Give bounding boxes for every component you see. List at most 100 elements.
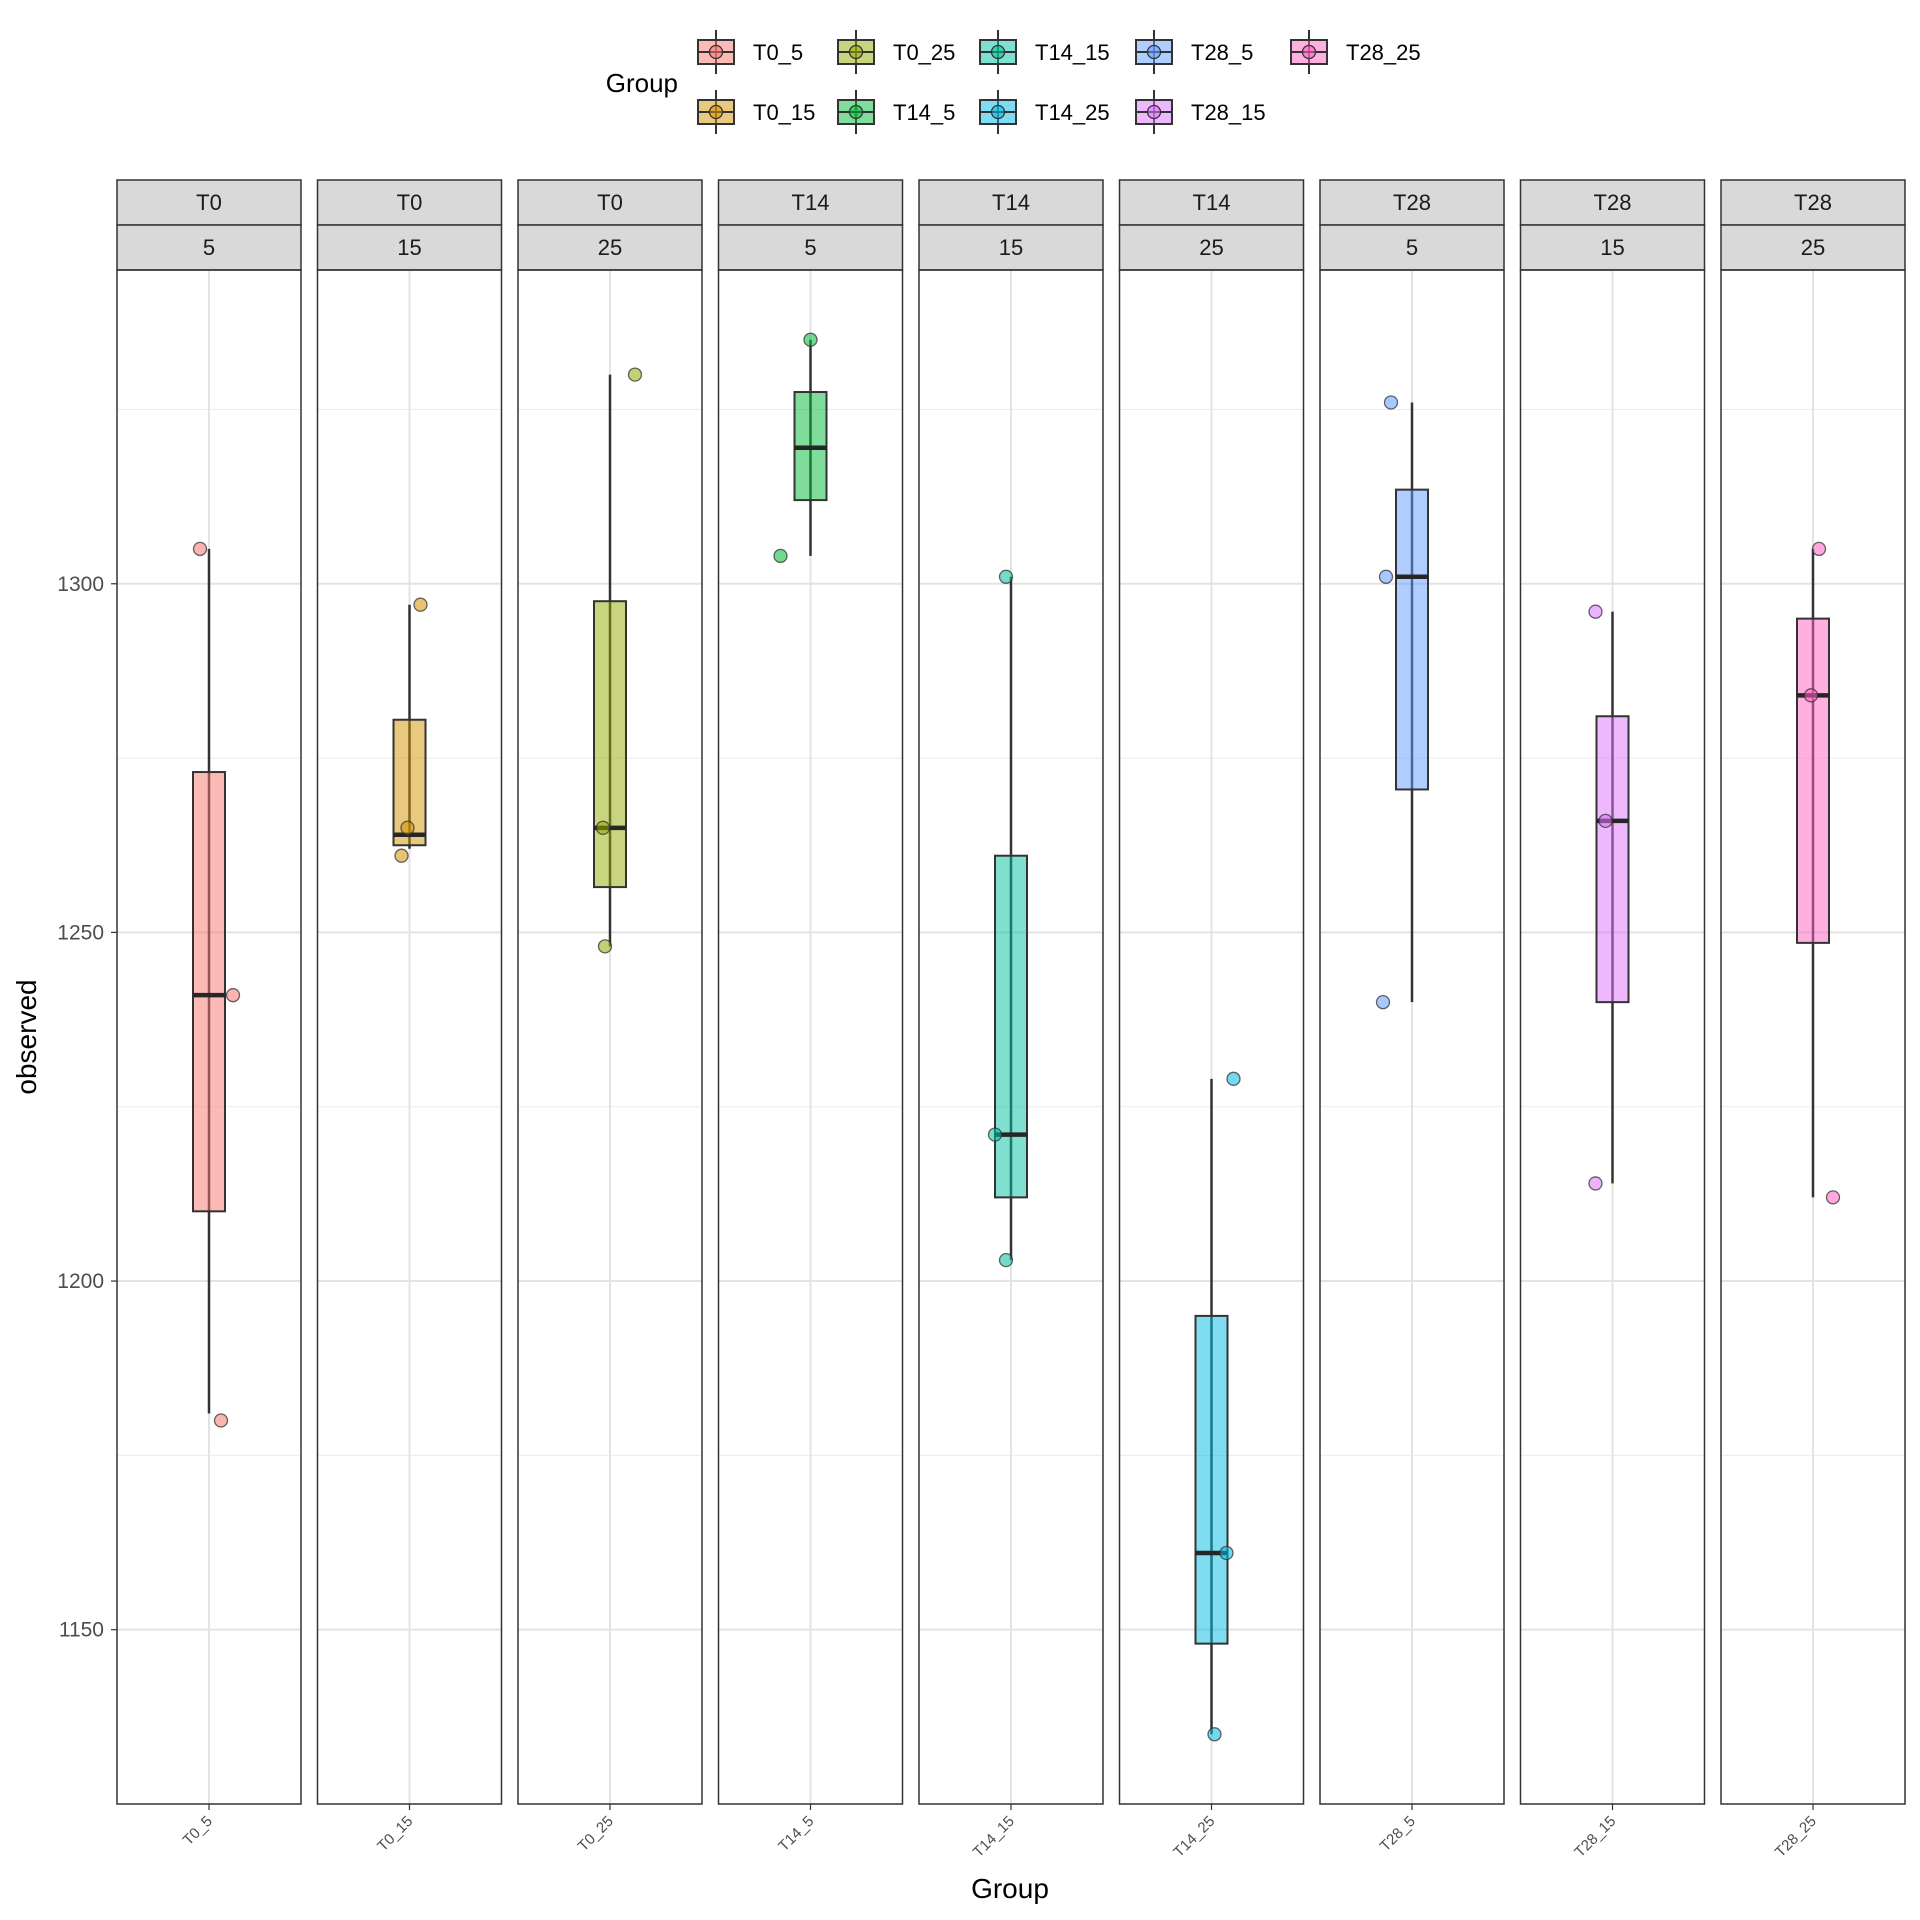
strip-bottom [116,224,302,271]
legend-item-T28_5: T28_5 [1135,30,1253,74]
legend-label: T28_5 [1191,40,1253,65]
x-tick-label: T14_15 [970,1813,1018,1861]
legend-item-T14_25: T14_25 [979,90,1110,134]
facet-panel-T28_5: T28 5 T28_5 [1319,179,1505,1855]
strip-bottom-label: 5 [804,235,816,260]
strip-top [517,179,703,226]
strip-bottom [1319,224,1505,271]
legend-item-T28_25: T28_25 [1290,30,1421,74]
strip-top-label: T28 [1794,190,1832,215]
facet-panel-T14_15: T14 15 T14_15 [918,179,1104,1861]
data-point [597,939,613,954]
x-tick-label: T14_5 [775,1813,817,1855]
data-point [1598,813,1613,828]
legend-key-point [1301,44,1317,60]
strip-bottom-label: 25 [1801,235,1825,260]
data-point [627,367,643,382]
data-point [400,820,415,835]
legend-key-point [990,104,1006,120]
x-tick-label: T28_25 [1772,1813,1820,1861]
strip-bottom-label: 25 [598,235,622,260]
legend-item-T0_15: T0_15 [697,90,815,134]
data-point [1588,604,1603,619]
legend-key-point [708,104,724,120]
box [1796,617,1830,944]
box [192,771,226,1213]
box [593,600,627,889]
strip-bottom [1720,224,1906,271]
strip-bottom-label: 25 [1199,235,1223,260]
legend-key-point [848,44,864,60]
data-point [1207,1727,1222,1742]
strip-top [717,179,904,226]
facet-panel-T0_15: T0 15 T0_15 [316,179,503,1855]
legend-key-point [708,44,724,60]
data-point [773,548,788,564]
strip-bottom [1118,224,1305,271]
legend-key-point [1146,104,1162,120]
strip-top [1319,179,1505,226]
legend-item-T14_15: T14_15 [979,30,1110,74]
y-tick-label: 1200 [57,1270,104,1293]
x-axis-title: Group [971,1873,1049,1904]
data-point [1588,1176,1603,1191]
legend-item-T14_5: T14_5 [837,90,955,134]
data-point [1219,1545,1234,1561]
facet-panel-T0_25: T0 25 T0_25 [517,179,703,1855]
strip-top [116,179,302,226]
facet-panel-T14_25: T14 25 T14_25 [1118,179,1305,1861]
facet-panel-T0_5: T0 5 T0_5 [116,179,302,1849]
x-tick-label: T14_25 [1170,1813,1218,1861]
strip-top-label: T28 [1393,190,1431,215]
legend-label: T0_15 [753,100,815,125]
legend-label: T14_5 [893,100,955,125]
x-tick-label: T28_5 [1377,1813,1419,1855]
data-point [1226,1071,1241,1086]
strip-bottom-label: 5 [1406,235,1418,260]
data-point [1378,569,1394,584]
strip-bottom-label: 15 [397,235,421,260]
strip-bottom-label: 15 [999,235,1023,260]
legend-label: T28_15 [1191,100,1266,125]
data-point [1825,1190,1841,1205]
strip-bottom [517,224,703,271]
box [1595,715,1630,1004]
legend-title: Group [606,68,678,98]
data-point [1375,994,1391,1010]
strip-bottom-label: 15 [1600,235,1624,260]
y-axis: 1150 1200 1250 1300 [57,573,117,1642]
facet-panel-T28_25: T28 25 T28_25 [1720,179,1906,1861]
data-point [1383,395,1399,410]
strip-top [1720,179,1906,226]
y-tick-label: 1250 [57,921,104,944]
data-point [1811,541,1827,557]
legend-label: T28_25 [1346,40,1421,65]
x-tick-label: T0_15 [374,1813,416,1855]
legend-item-T28_15: T28_15 [1135,90,1266,134]
data-point [987,1127,1003,1142]
legend-item-T0_5: T0_5 [697,30,803,74]
x-tick-label: T0_5 [180,1813,216,1849]
legend: Group T0_5 T0_25 T14_15 T28_5 T28_25 T0_15 T14_… [606,30,1421,134]
facet-panels: T05T0_5T015T0_15T025T0_25T145T14_5T1415T… [116,179,1906,1861]
strip-bottom-label: 5 [203,235,215,260]
box [994,854,1028,1199]
legend-key-point [1146,44,1162,60]
strip-top-label: T14 [1193,190,1231,215]
strip-top [316,179,503,226]
strip-top-label: T0 [597,190,623,215]
legend-key-point [990,44,1006,60]
data-point [998,569,1014,584]
legend-key-point [848,104,864,120]
legend-label: T0_5 [753,40,803,65]
strip-top-label: T14 [792,190,830,215]
data-point [1803,688,1819,703]
x-tick-label: T28_15 [1571,1813,1619,1861]
box [1395,488,1429,791]
y-tick-label: 1150 [59,1619,104,1642]
data-point [192,541,208,557]
legend-label: T14_15 [1035,40,1110,65]
y-axis-title: observed [11,979,42,1094]
data-point [413,597,428,612]
